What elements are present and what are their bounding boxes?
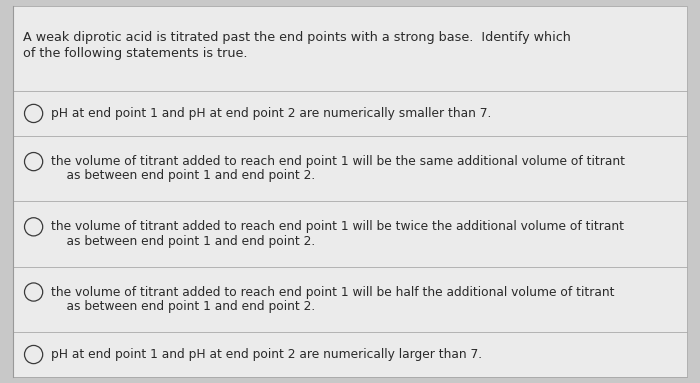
Text: the volume of titrant added to reach end point 1 will be twice the additional vo: the volume of titrant added to reach end…: [51, 220, 624, 233]
Text: pH at end point 1 and pH at end point 2 are numerically smaller than 7.: pH at end point 1 and pH at end point 2 …: [51, 107, 491, 120]
Text: the volume of titrant added to reach end point 1 will be the same additional vol: the volume of titrant added to reach end…: [51, 155, 625, 168]
Text: as between end point 1 and end point 2.: as between end point 1 and end point 2.: [51, 300, 315, 313]
Text: of the following statements is true.: of the following statements is true.: [23, 47, 248, 60]
Text: pH at end point 1 and pH at end point 2 are numerically larger than 7.: pH at end point 1 and pH at end point 2 …: [51, 348, 482, 361]
Text: the volume of titrant added to reach end point 1 will be half the additional vol: the volume of titrant added to reach end…: [51, 286, 615, 298]
Text: as between end point 1 and end point 2.: as between end point 1 and end point 2.: [51, 169, 315, 182]
Text: as between end point 1 and end point 2.: as between end point 1 and end point 2.: [51, 235, 315, 248]
FancyBboxPatch shape: [13, 6, 687, 377]
Text: A weak diprotic acid is titrated past the end points with a strong base.  Identi: A weak diprotic acid is titrated past th…: [23, 31, 571, 44]
